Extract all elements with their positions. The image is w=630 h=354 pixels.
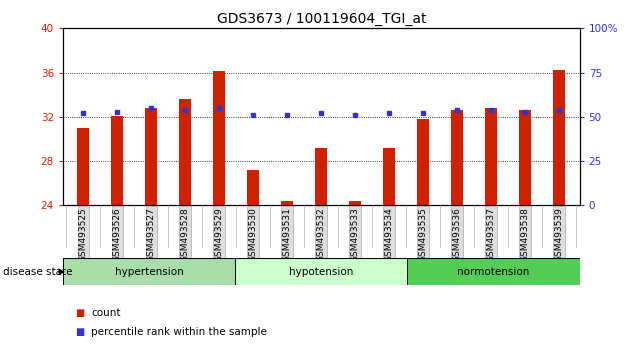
Text: GSM493536: GSM493536 <box>453 207 462 262</box>
Bar <box>63 258 235 285</box>
Bar <box>350 201 361 205</box>
Bar <box>235 258 408 285</box>
Bar <box>77 128 89 205</box>
Bar <box>146 108 158 205</box>
Text: GSM493535: GSM493535 <box>419 207 428 262</box>
Bar <box>214 72 226 205</box>
Text: GSM493525: GSM493525 <box>79 207 88 262</box>
Bar <box>451 110 463 205</box>
Text: GSM493526: GSM493526 <box>113 207 122 262</box>
Text: GSM493533: GSM493533 <box>351 207 360 262</box>
Bar <box>383 148 395 205</box>
Bar <box>248 170 260 205</box>
Bar <box>282 201 293 205</box>
Text: ■: ■ <box>76 327 85 337</box>
Text: GSM493538: GSM493538 <box>521 207 530 262</box>
Bar <box>408 258 580 285</box>
Text: hypertension: hypertension <box>115 267 183 277</box>
Text: GSM493528: GSM493528 <box>181 207 190 262</box>
Text: GSM493530: GSM493530 <box>249 207 258 262</box>
Polygon shape <box>59 268 65 275</box>
Bar <box>180 99 192 205</box>
Text: GSM493539: GSM493539 <box>554 207 564 262</box>
Text: GSM493527: GSM493527 <box>147 207 156 262</box>
Title: GDS3673 / 100119604_TGI_at: GDS3673 / 100119604_TGI_at <box>217 12 426 26</box>
Text: GSM493534: GSM493534 <box>385 207 394 262</box>
Text: disease state: disease state <box>3 267 72 277</box>
Text: normotension: normotension <box>457 267 530 277</box>
Bar <box>519 110 531 205</box>
Text: ■: ■ <box>76 308 85 318</box>
Text: percentile rank within the sample: percentile rank within the sample <box>91 327 267 337</box>
Text: count: count <box>91 308 121 318</box>
Bar <box>553 70 565 205</box>
Bar <box>417 119 429 205</box>
Text: GSM493529: GSM493529 <box>215 207 224 262</box>
Text: GSM493532: GSM493532 <box>317 207 326 262</box>
Text: hypotension: hypotension <box>289 267 353 277</box>
Text: GSM493537: GSM493537 <box>487 207 496 262</box>
Bar <box>485 108 497 205</box>
Bar <box>316 148 327 205</box>
Text: GSM493531: GSM493531 <box>283 207 292 262</box>
Bar <box>112 116 123 205</box>
